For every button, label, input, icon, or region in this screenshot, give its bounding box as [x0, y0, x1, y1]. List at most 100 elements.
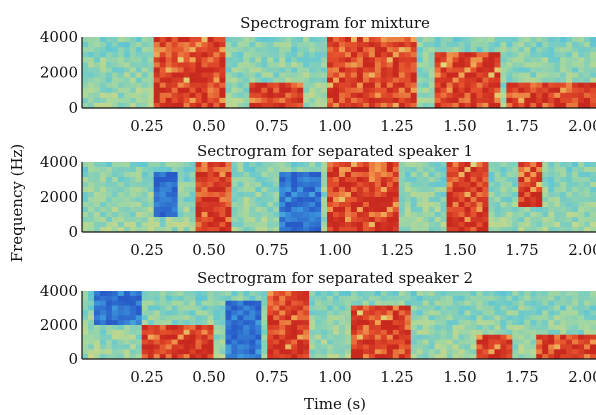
heatmap-cell [153, 102, 161, 109]
heatmap-cell [267, 82, 274, 89]
heatmap-cell [386, 162, 394, 168]
heatmap-cell [500, 97, 507, 104]
heatmap-cell [476, 329, 483, 336]
heatmap-cell [93, 52, 101, 58]
heatmap-cell [434, 167, 442, 173]
heatmap-cell [201, 305, 208, 311]
heatmap-cell [303, 320, 310, 326]
heatmap-cell [213, 177, 220, 183]
heatmap-cell [327, 300, 334, 306]
heatmap-cell [339, 67, 346, 73]
heatmap-cell [470, 47, 477, 53]
heatmap-cell [470, 57, 477, 63]
heatmap-cell [350, 72, 358, 78]
heatmap-cell [554, 329, 561, 336]
heatmap-cell [171, 310, 179, 316]
heatmap-cell [560, 167, 567, 173]
heatmap-cell [386, 77, 394, 84]
heatmap-cell [380, 177, 388, 183]
heatmap-cell [506, 97, 513, 104]
heatmap-cell [578, 310, 585, 316]
heatmap-cell [111, 310, 119, 316]
heatmap-cell [494, 92, 501, 99]
heatmap-cell [327, 57, 334, 63]
heatmap-cell [243, 72, 250, 78]
heatmap-cell [482, 67, 489, 73]
heatmap-cell [416, 97, 424, 104]
heatmap-cell [398, 42, 406, 48]
heatmap-cell [416, 77, 424, 84]
heatmap-cell [279, 187, 286, 193]
heatmap-cell [207, 212, 214, 218]
heatmap-cell [159, 212, 167, 218]
heatmap-cell [416, 42, 424, 48]
heatmap-cell [476, 305, 483, 311]
heatmap-cell [530, 344, 537, 350]
heatmap-cell [590, 300, 596, 306]
heatmap-cell [207, 197, 214, 203]
heatmap-cell [590, 102, 596, 109]
heatmap-cell [482, 172, 489, 178]
heatmap-cell [452, 354, 459, 360]
heatmap-cell [584, 62, 591, 68]
heatmap-cell [231, 47, 238, 53]
heatmap-cell [243, 102, 250, 109]
heatmap-cell [82, 62, 89, 68]
heatmap-cell [392, 162, 400, 168]
heatmap-cell [219, 349, 226, 355]
heatmap-cell [183, 217, 190, 223]
heatmap-cell [530, 207, 537, 213]
heatmap-cell [273, 72, 280, 78]
heatmap-cell [111, 329, 119, 336]
heatmap-cell [560, 87, 567, 94]
heatmap-cell [327, 305, 334, 311]
heatmap-cell [464, 92, 471, 99]
heatmap-cell [386, 305, 394, 311]
heatmap-cell [267, 202, 274, 208]
heatmap-cell [291, 77, 298, 84]
heatmap-cell [440, 325, 447, 331]
heatmap-cell [171, 182, 179, 188]
heatmap-cell [392, 291, 400, 297]
heatmap-cell [147, 334, 155, 340]
heatmap-cell [129, 102, 137, 109]
heatmap-cell [350, 325, 358, 331]
heatmap-cell [404, 172, 412, 178]
heatmap-cell [368, 47, 376, 53]
heatmap-cell [159, 300, 167, 306]
heatmap-cell [512, 42, 519, 48]
heatmap-cell [219, 217, 226, 223]
heatmap-cell [171, 102, 179, 109]
heatmap-cell [105, 329, 113, 336]
heatmap-cell [255, 52, 262, 58]
heatmap-cell [422, 72, 430, 78]
heatmap-cell [374, 329, 382, 336]
heatmap-cell [518, 344, 525, 350]
heatmap-cell [111, 172, 119, 178]
heatmap-cell [279, 227, 286, 233]
heatmap-cell [380, 52, 388, 58]
heatmap-cell [237, 217, 244, 223]
heatmap-cell [362, 344, 370, 350]
heatmap-cell [518, 187, 525, 193]
heatmap-cell [321, 57, 328, 63]
heatmap-cell [267, 87, 274, 94]
heatmap-cell [327, 227, 334, 233]
heatmap-cell [362, 192, 370, 198]
heatmap-cell [285, 334, 292, 340]
heatmap-cell [93, 37, 101, 43]
heatmap-cell [261, 197, 268, 203]
heatmap-cell [404, 329, 412, 336]
heatmap-cell [446, 172, 453, 178]
heatmap-cell [201, 177, 208, 183]
heatmap-cell [350, 334, 358, 340]
heatmap-cell [207, 295, 214, 302]
heatmap-cell [482, 72, 489, 78]
heatmap-cell [189, 82, 196, 89]
heatmap-cell [560, 344, 567, 350]
heatmap-cell [350, 305, 358, 311]
heatmap-cell [530, 202, 537, 208]
heatmap-cell [339, 222, 346, 228]
heatmap-cell [201, 295, 208, 302]
heatmap-cell [177, 182, 185, 188]
